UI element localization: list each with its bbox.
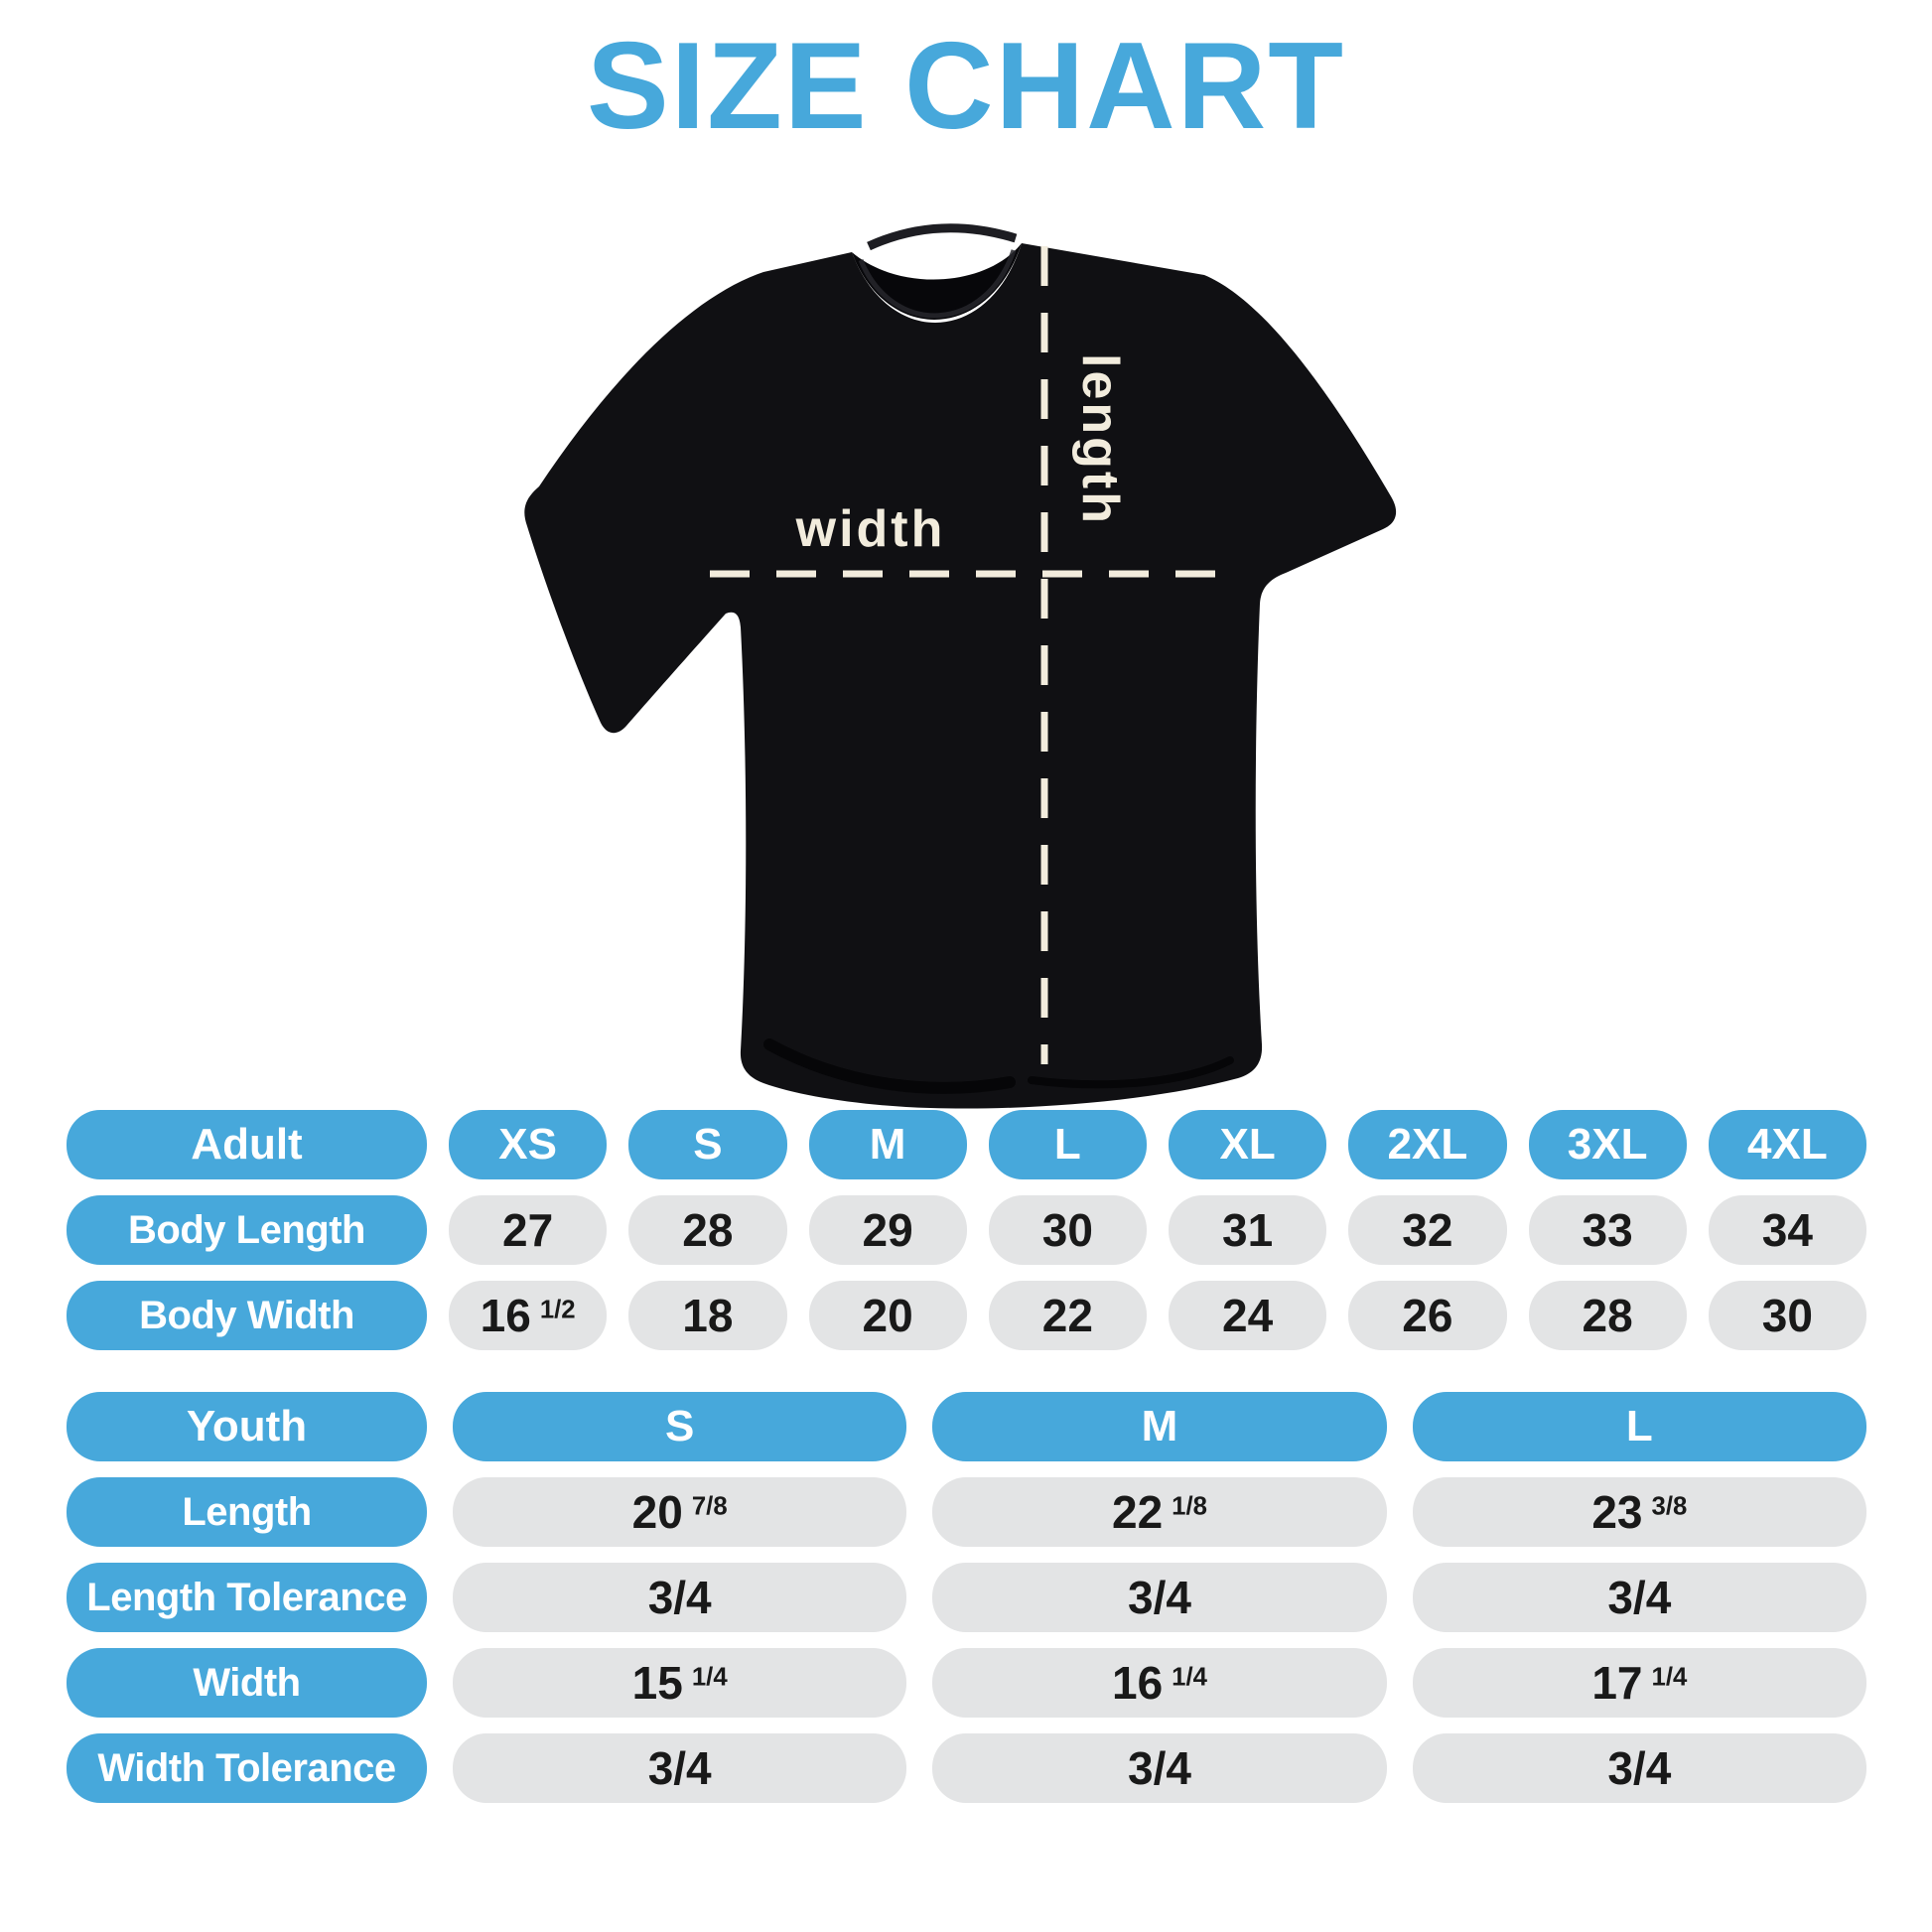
adult-size-header-4xl: 4XL xyxy=(1708,1110,1866,1179)
cell-value: 3/4 xyxy=(1128,1572,1191,1623)
cell-value: 16 xyxy=(1112,1657,1164,1709)
adult-body-length-2xl: 32 xyxy=(1348,1195,1507,1265)
adult-size-header-xs: XS xyxy=(449,1110,608,1179)
adult-header: Adult xyxy=(67,1110,427,1179)
tshirt-back-collar xyxy=(867,223,1018,251)
cell-value: 30 xyxy=(1041,1204,1093,1256)
cell-fraction: 1/4 xyxy=(1651,1662,1688,1691)
adult-body-length-3xl: 33 xyxy=(1528,1195,1687,1265)
youth-width-tolerance-l: 3/4 xyxy=(1412,1733,1866,1803)
youth-header: Youth xyxy=(67,1392,427,1461)
tshirt-diagram: width length xyxy=(470,189,1462,1132)
page-title: SIZE CHART xyxy=(587,18,1345,155)
youth-length-m: 22 1/8 xyxy=(932,1477,1387,1547)
cell-value: 29 xyxy=(862,1204,913,1256)
youth-size-header-l: L xyxy=(1412,1392,1866,1461)
youth-row-label-width: Width xyxy=(67,1648,427,1718)
cell-fraction: 1/4 xyxy=(691,1662,728,1691)
youth-width-tolerance-m: 3/4 xyxy=(932,1733,1387,1803)
adult-body-width-s: 18 xyxy=(628,1281,787,1350)
cell-fraction: 7/8 xyxy=(691,1491,728,1520)
youth-size-header-m: M xyxy=(932,1392,1387,1461)
cell-value: 33 xyxy=(1582,1204,1633,1256)
cell-value: 22 xyxy=(1112,1486,1164,1538)
cell-value: 28 xyxy=(1582,1290,1633,1341)
adult-body-width-l: 22 xyxy=(988,1281,1147,1350)
adult-body-length-l: 30 xyxy=(988,1195,1147,1265)
adult-size-header-m: M xyxy=(808,1110,967,1179)
adult-body-width-xs: 16 1/2 xyxy=(449,1281,608,1350)
shirt-length-label: length xyxy=(1071,353,1129,526)
youth-row-label-length: Length xyxy=(67,1477,427,1547)
cell-value: 34 xyxy=(1761,1204,1813,1256)
tshirt-hem-fold xyxy=(763,1038,1016,1094)
youth-width-tolerance-s: 3/4 xyxy=(453,1733,907,1803)
cell-value: 3/4 xyxy=(647,1742,712,1794)
adult-row-label-body-width: Body Width xyxy=(67,1281,427,1350)
cell-value: 26 xyxy=(1402,1290,1453,1341)
adult-size-header-3xl: 3XL xyxy=(1528,1110,1687,1179)
cell-value: 16 xyxy=(480,1290,531,1341)
youth-length-tolerance-m: 3/4 xyxy=(932,1563,1387,1632)
adult-size-table: Adult XS S M L XL 2XL 3XL 4XL Body Lengt… xyxy=(67,1110,1866,1350)
youth-length-tolerance-l: 3/4 xyxy=(1412,1563,1866,1632)
cell-value: 15 xyxy=(631,1657,683,1709)
cell-value: 30 xyxy=(1761,1290,1813,1341)
youth-width-s: 15 1/4 xyxy=(453,1648,907,1718)
adult-body-width-3xl: 28 xyxy=(1528,1281,1687,1350)
tshirt-body xyxy=(524,243,1397,1109)
adult-body-length-m: 29 xyxy=(808,1195,967,1265)
adult-body-width-2xl: 26 xyxy=(1348,1281,1507,1350)
cell-value: 27 xyxy=(502,1204,554,1256)
cell-fraction: 1/4 xyxy=(1172,1662,1207,1691)
cell-fraction: 3/8 xyxy=(1651,1491,1688,1520)
cell-value: 18 xyxy=(682,1290,734,1341)
adult-body-length-xl: 31 xyxy=(1169,1195,1327,1265)
adult-size-header-l: L xyxy=(988,1110,1147,1179)
cell-value: 20 xyxy=(631,1486,683,1538)
adult-size-header-2xl: 2XL xyxy=(1348,1110,1507,1179)
youth-row-label-length-tolerance: Length Tolerance xyxy=(67,1563,427,1632)
tshirt-illustration: width length xyxy=(524,223,1397,1109)
youth-width-m: 16 1/4 xyxy=(932,1648,1387,1718)
tshirt-collar-seam xyxy=(858,249,1017,319)
adult-size-header-s: S xyxy=(628,1110,787,1179)
adult-body-length-4xl: 34 xyxy=(1708,1195,1866,1265)
adult-body-length-s: 28 xyxy=(628,1195,787,1265)
youth-length-l: 23 3/8 xyxy=(1412,1477,1866,1547)
cell-value: 32 xyxy=(1402,1204,1453,1256)
cell-value: 31 xyxy=(1222,1204,1274,1256)
cell-value: 22 xyxy=(1041,1290,1093,1341)
adult-body-length-xs: 27 xyxy=(449,1195,608,1265)
youth-width-l: 17 1/4 xyxy=(1412,1648,1866,1718)
cell-value: 3/4 xyxy=(1128,1742,1191,1794)
cell-value: 3/4 xyxy=(1607,1572,1672,1623)
adult-body-width-4xl: 30 xyxy=(1708,1281,1866,1350)
adult-body-width-xl: 24 xyxy=(1169,1281,1327,1350)
cell-value: 20 xyxy=(862,1290,913,1341)
youth-length-s: 20 7/8 xyxy=(453,1477,907,1547)
youth-length-tolerance-s: 3/4 xyxy=(453,1563,907,1632)
cell-value: 24 xyxy=(1222,1290,1274,1341)
cell-value: 17 xyxy=(1591,1657,1643,1709)
tshirt-hem-shadow xyxy=(1028,1056,1234,1089)
cell-value: 28 xyxy=(682,1204,734,1256)
cell-fraction: 1/8 xyxy=(1172,1491,1207,1520)
cell-value: 3/4 xyxy=(647,1572,712,1623)
cell-value: 23 xyxy=(1591,1486,1643,1538)
adult-row-label-body-length: Body Length xyxy=(67,1195,427,1265)
shirt-width-label: width xyxy=(795,500,946,558)
adult-size-header-xl: XL xyxy=(1169,1110,1327,1179)
cell-value: 3/4 xyxy=(1607,1742,1672,1794)
cell-fraction: 1/2 xyxy=(539,1295,576,1323)
adult-body-width-m: 20 xyxy=(808,1281,967,1350)
youth-size-header-s: S xyxy=(453,1392,907,1461)
youth-size-table: Youth S M L Length 20 7/8 22 1/8 23 3/8 Len… xyxy=(67,1392,1866,1803)
youth-row-label-width-tolerance: Width Tolerance xyxy=(67,1733,427,1803)
